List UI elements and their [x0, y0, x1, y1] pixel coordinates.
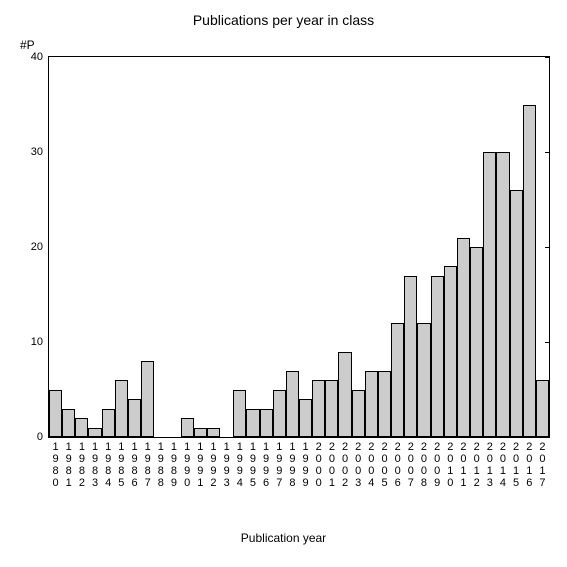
bar	[286, 371, 299, 438]
bar	[325, 380, 338, 437]
x-tick-label: 2013	[483, 437, 496, 489]
x-tick-label: 1994	[233, 437, 246, 489]
x-tick-label: 2003	[352, 437, 365, 489]
bar	[102, 409, 115, 438]
x-tick-label: 1983	[88, 437, 101, 489]
bar	[233, 390, 246, 438]
x-tick-label: 1996	[260, 437, 273, 489]
bar	[523, 105, 536, 438]
bar	[194, 428, 207, 438]
y-tick-label: 40	[31, 51, 49, 63]
x-tick-label: 2010	[444, 437, 457, 489]
bar	[417, 323, 430, 437]
bar	[312, 380, 325, 437]
y-tick-label: 30	[31, 146, 49, 158]
x-tick-label: 1998	[286, 437, 299, 489]
x-tick-label: 1985	[115, 437, 128, 489]
x-tick-label: 2002	[338, 437, 351, 489]
bar	[207, 428, 220, 438]
bar	[88, 428, 101, 438]
y-axis-label: #P	[20, 38, 35, 52]
bar	[470, 247, 483, 437]
bar	[496, 152, 509, 437]
x-tick-label: 1993	[220, 437, 233, 489]
x-tick-label: 2007	[404, 437, 417, 489]
x-tick-label: 1989	[167, 437, 180, 489]
x-tick-label: 2006	[391, 437, 404, 489]
bar	[510, 190, 523, 437]
x-tick-label: 1986	[128, 437, 141, 489]
x-tick-label: 2012	[470, 437, 483, 489]
chart-title: Publications per year in class	[0, 12, 567, 28]
x-tick-label: 1995	[246, 437, 259, 489]
y-tick-label: 0	[37, 431, 49, 443]
bar	[299, 399, 312, 437]
bar	[431, 276, 444, 438]
y-tick-label: 10	[31, 336, 49, 348]
bar	[273, 390, 286, 438]
bar	[246, 409, 259, 438]
y-tick-mark	[545, 57, 550, 58]
bar	[181, 418, 194, 437]
bar	[141, 361, 154, 437]
y-tick-mark	[545, 342, 550, 343]
bar	[483, 152, 496, 437]
x-tick-label: 2011	[457, 437, 470, 489]
x-tick-label: 2004	[365, 437, 378, 489]
bar	[128, 399, 141, 437]
bar	[404, 276, 417, 438]
y-tick-mark	[545, 152, 550, 153]
x-tick-label: 1990	[181, 437, 194, 489]
x-tick-label: 1992	[207, 437, 220, 489]
bar	[391, 323, 404, 437]
chart-container: Publications per year in class #P 010203…	[0, 0, 567, 567]
x-tick-label: 1991	[194, 437, 207, 489]
bar	[378, 371, 391, 438]
bar	[62, 409, 75, 438]
x-tick-label: 1981	[62, 437, 75, 489]
bar	[338, 352, 351, 438]
plot-area: 0102030401980198119821983198419851986198…	[48, 56, 550, 438]
x-tick-label: 2008	[417, 437, 430, 489]
bar	[115, 380, 128, 437]
bar	[365, 371, 378, 438]
x-tick-label: 1988	[154, 437, 167, 489]
y-tick-mark	[545, 247, 550, 248]
bar	[49, 390, 62, 438]
x-axis-label: Publication year	[0, 531, 567, 545]
bar	[444, 266, 457, 437]
x-tick-label: 2001	[325, 437, 338, 489]
x-tick-label: 1999	[299, 437, 312, 489]
x-tick-label: 2017	[536, 437, 549, 489]
x-tick-label: 1987	[141, 437, 154, 489]
x-tick-label: 1997	[273, 437, 286, 489]
x-tick-label: 2009	[431, 437, 444, 489]
x-tick-label: 2015	[510, 437, 523, 489]
bar	[352, 390, 365, 438]
y-tick-label: 20	[31, 241, 49, 253]
bar	[457, 238, 470, 438]
x-tick-label: 2016	[523, 437, 536, 489]
bar	[260, 409, 273, 438]
x-tick-label: 1980	[49, 437, 62, 489]
x-tick-label: 1982	[75, 437, 88, 489]
x-tick-label: 2005	[378, 437, 391, 489]
bar	[75, 418, 88, 437]
x-tick-label: 1984	[102, 437, 115, 489]
x-tick-label: 2014	[496, 437, 509, 489]
bar	[536, 380, 549, 437]
x-tick-label: 2000	[312, 437, 325, 489]
